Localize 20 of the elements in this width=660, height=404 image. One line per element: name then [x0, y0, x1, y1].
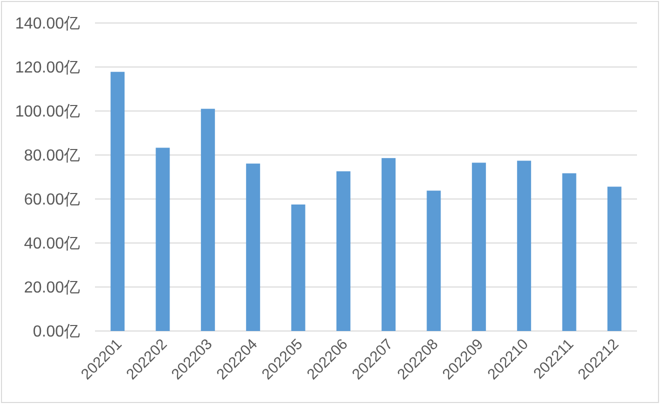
- y-tick-label: 120.00亿: [15, 60, 80, 76]
- bar: [517, 160, 532, 331]
- y-tick-label: 60.00亿: [24, 192, 80, 208]
- y-tick-label: 0.00亿: [32, 324, 80, 340]
- bar: [291, 204, 306, 331]
- y-tick-label: 80.00亿: [24, 148, 80, 164]
- bar: [336, 171, 350, 331]
- bar: [156, 148, 170, 331]
- bar: [607, 186, 622, 331]
- bar: [200, 108, 215, 331]
- bar: [472, 162, 486, 331]
- y-tick-label: 140.00亿: [15, 16, 80, 32]
- bar: [110, 72, 125, 331]
- y-tick-label: 100.00亿: [15, 104, 80, 120]
- y-tick-label: 40.00亿: [24, 236, 80, 252]
- bar: [426, 190, 441, 331]
- y-tick-label: 20.00亿: [24, 280, 80, 296]
- bar: [246, 164, 260, 331]
- bar: [382, 158, 396, 331]
- bar: [562, 173, 576, 331]
